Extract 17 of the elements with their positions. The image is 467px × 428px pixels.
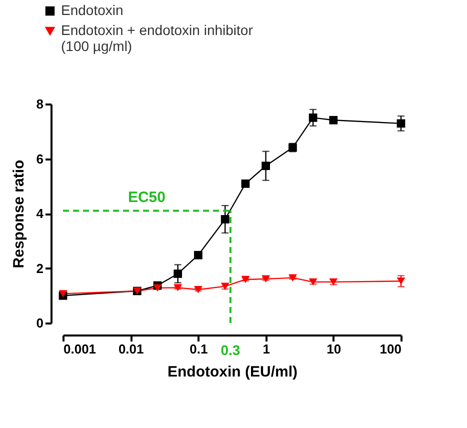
- legend-label: Endotoxin: [61, 2, 124, 18]
- x-tick-label: 1: [262, 342, 270, 356]
- y-axis-title: Response ratio: [10, 160, 28, 268]
- x-tick-label: 0.1: [190, 342, 208, 356]
- y-tick-label: 2: [36, 260, 44, 276]
- y-tick-label: 6: [36, 151, 44, 166]
- y-tick-label: 0: [36, 316, 44, 330]
- ref-line-label: 0.3: [220, 342, 240, 358]
- legend-label: Endotoxin + endotoxin inhibitor (100 µg/ml): [61, 22, 254, 54]
- x-tick-label: 10: [326, 342, 342, 356]
- x-tick-label: 0.001: [64, 342, 96, 356]
- y-tick-label: 4: [36, 206, 44, 221]
- ref-line-label: EC50: [128, 188, 166, 206]
- x-tick-label: 100: [380, 342, 402, 356]
- x-axis-title: Endotoxin (EU/ml): [168, 364, 298, 380]
- y-tick-label: 8: [36, 96, 44, 112]
- x-tick-label: 0.01: [118, 342, 144, 356]
